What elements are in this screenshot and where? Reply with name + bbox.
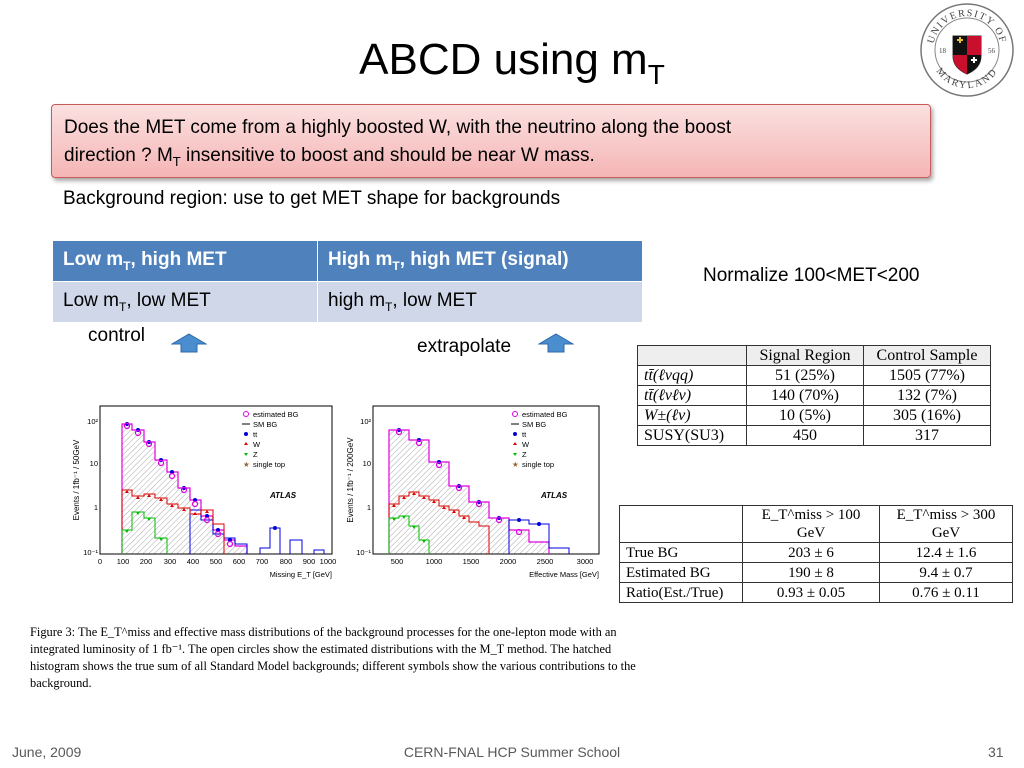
slide-title: ABCD using mT — [359, 35, 665, 90]
svg-text:10²: 10² — [360, 417, 371, 426]
region-low-mt-low-met: Low mT, low MET — [52, 281, 318, 323]
svg-text:Z: Z — [522, 450, 527, 459]
svg-text:★: ★ — [243, 460, 250, 469]
signal-control-table: Signal Region Control Sample tt̄(ℓνqq) 51… — [637, 345, 991, 446]
svg-text:tt: tt — [253, 430, 258, 439]
svg-text:400: 400 — [187, 557, 200, 566]
svg-text:ATLAS: ATLAS — [540, 491, 568, 500]
svg-text:500: 500 — [391, 557, 404, 566]
svg-text:2000: 2000 — [500, 557, 517, 566]
svg-text:900: 900 — [303, 557, 316, 566]
svg-text:Effective Mass [GeV]: Effective Mass [GeV] — [529, 570, 599, 579]
svg-text:Missing E_T [GeV]: Missing E_T [GeV] — [270, 570, 332, 579]
svg-text:SM BG: SM BG — [253, 420, 277, 429]
extrapolate-label: extrapolate — [417, 336, 512, 357]
svg-text:Events / 1fb⁻¹ / 50GeV: Events / 1fb⁻¹ / 50GeV — [72, 439, 81, 520]
svg-text:1500: 1500 — [463, 557, 480, 566]
svg-text:estimated BG: estimated BG — [522, 410, 568, 419]
met-distribution-plot: estimated BG SM BG tt W Z ★ single top AT… — [72, 405, 337, 579]
svg-text:2500: 2500 — [537, 557, 554, 566]
svg-text:10: 10 — [90, 459, 98, 468]
normalize-note: Normalize 100<MET<200 — [703, 265, 920, 286]
footer-event: CERN-FNAL HCP Summer School — [403, 744, 621, 760]
svg-text:1: 1 — [367, 503, 371, 512]
svg-text:10: 10 — [363, 459, 371, 468]
effective-mass-distribution-plot: estimated BG SM BG tt W Z ★ single top AT… — [346, 405, 600, 579]
svg-text:10⁻¹: 10⁻¹ — [83, 548, 98, 557]
up-arrow-icon — [171, 333, 207, 353]
svg-text:800: 800 — [280, 557, 293, 566]
svg-text:56: 56 — [988, 47, 996, 55]
table-row: True BG 203 ± 6 12.4 ± 1.6 — [619, 542, 1013, 563]
svg-text:10⁻¹: 10⁻¹ — [356, 548, 371, 557]
svg-text:★: ★ — [512, 460, 519, 469]
region-low-mt-high-met: Low mT, high MET — [52, 240, 318, 282]
region-high-mt-low-met: high mT, low MET — [317, 281, 643, 323]
svg-text:18: 18 — [939, 47, 947, 55]
svg-text:3000: 3000 — [577, 557, 594, 566]
question-line-2: direction ? MT insensitive to boost and … — [64, 145, 595, 169]
svg-text:single top: single top — [522, 460, 554, 469]
svg-text:SM BG: SM BG — [522, 420, 546, 429]
svg-text:0: 0 — [98, 557, 102, 566]
table-row: tt̄(ℓνℓν) 140 (70%) 132 (7%) — [637, 385, 991, 406]
table-row: SUSY(SU3) 450 317 — [637, 425, 991, 446]
question-callout: Does the MET come from a highly boosted … — [51, 104, 931, 178]
svg-text:600: 600 — [233, 557, 246, 566]
svg-text:Events / 1fb⁻¹ / 200GeV: Events / 1fb⁻¹ / 200GeV — [346, 437, 355, 523]
svg-text:W: W — [522, 440, 530, 449]
figure-caption: Figure 3: The E_T^miss and effective mas… — [30, 625, 636, 690]
svg-text:tt: tt — [522, 430, 527, 439]
svg-text:1000: 1000 — [426, 557, 443, 566]
svg-text:estimated BG: estimated BG — [253, 410, 299, 419]
background-region-text: Background region: use to get MET shape … — [63, 188, 561, 209]
region-high-mt-high-met-signal: High mT, high MET (signal) — [317, 240, 643, 282]
svg-text:1000: 1000 — [320, 557, 337, 566]
question-line-1: Does the MET come from a highly boosted … — [64, 117, 732, 138]
table-row: Ratio(Est./True) 0.93 ± 0.05 0.76 ± 0.11 — [619, 582, 1013, 603]
svg-text:700: 700 — [256, 557, 269, 566]
svg-text:200: 200 — [140, 557, 153, 566]
svg-text:single top: single top — [253, 460, 285, 469]
met-estimate-table: E_T^miss > 100 GeV E_T^miss > 300 GeV Tr… — [619, 505, 1013, 603]
svg-text:ATLAS: ATLAS — [269, 491, 297, 500]
table-row: W±(ℓν) 10 (5%) 305 (16%) — [637, 405, 991, 426]
up-arrow-icon — [538, 333, 574, 353]
svg-text:300: 300 — [164, 557, 177, 566]
svg-text:500: 500 — [210, 557, 223, 566]
svg-text:100: 100 — [117, 557, 130, 566]
svg-text:10²: 10² — [87, 417, 98, 426]
table-row: Estimated BG 190 ± 8 9.4 ± 0.7 — [619, 562, 1013, 583]
svg-text:1: 1 — [94, 503, 98, 512]
control-label: control — [88, 325, 146, 346]
university-seal-icon: UNIVERSITY OF MARYLAND 18 56 — [920, 3, 1014, 97]
svg-text:Z: Z — [253, 450, 258, 459]
footer-date: June, 2009 — [12, 744, 82, 760]
abcd-region-table: Low mT, high MET High mT, high MET (sign… — [52, 240, 643, 323]
svg-text:W: W — [253, 440, 261, 449]
slide-number: 31 — [988, 744, 1004, 760]
table-row: tt̄(ℓνqq) 51 (25%) 1505 (77%) — [637, 365, 991, 386]
